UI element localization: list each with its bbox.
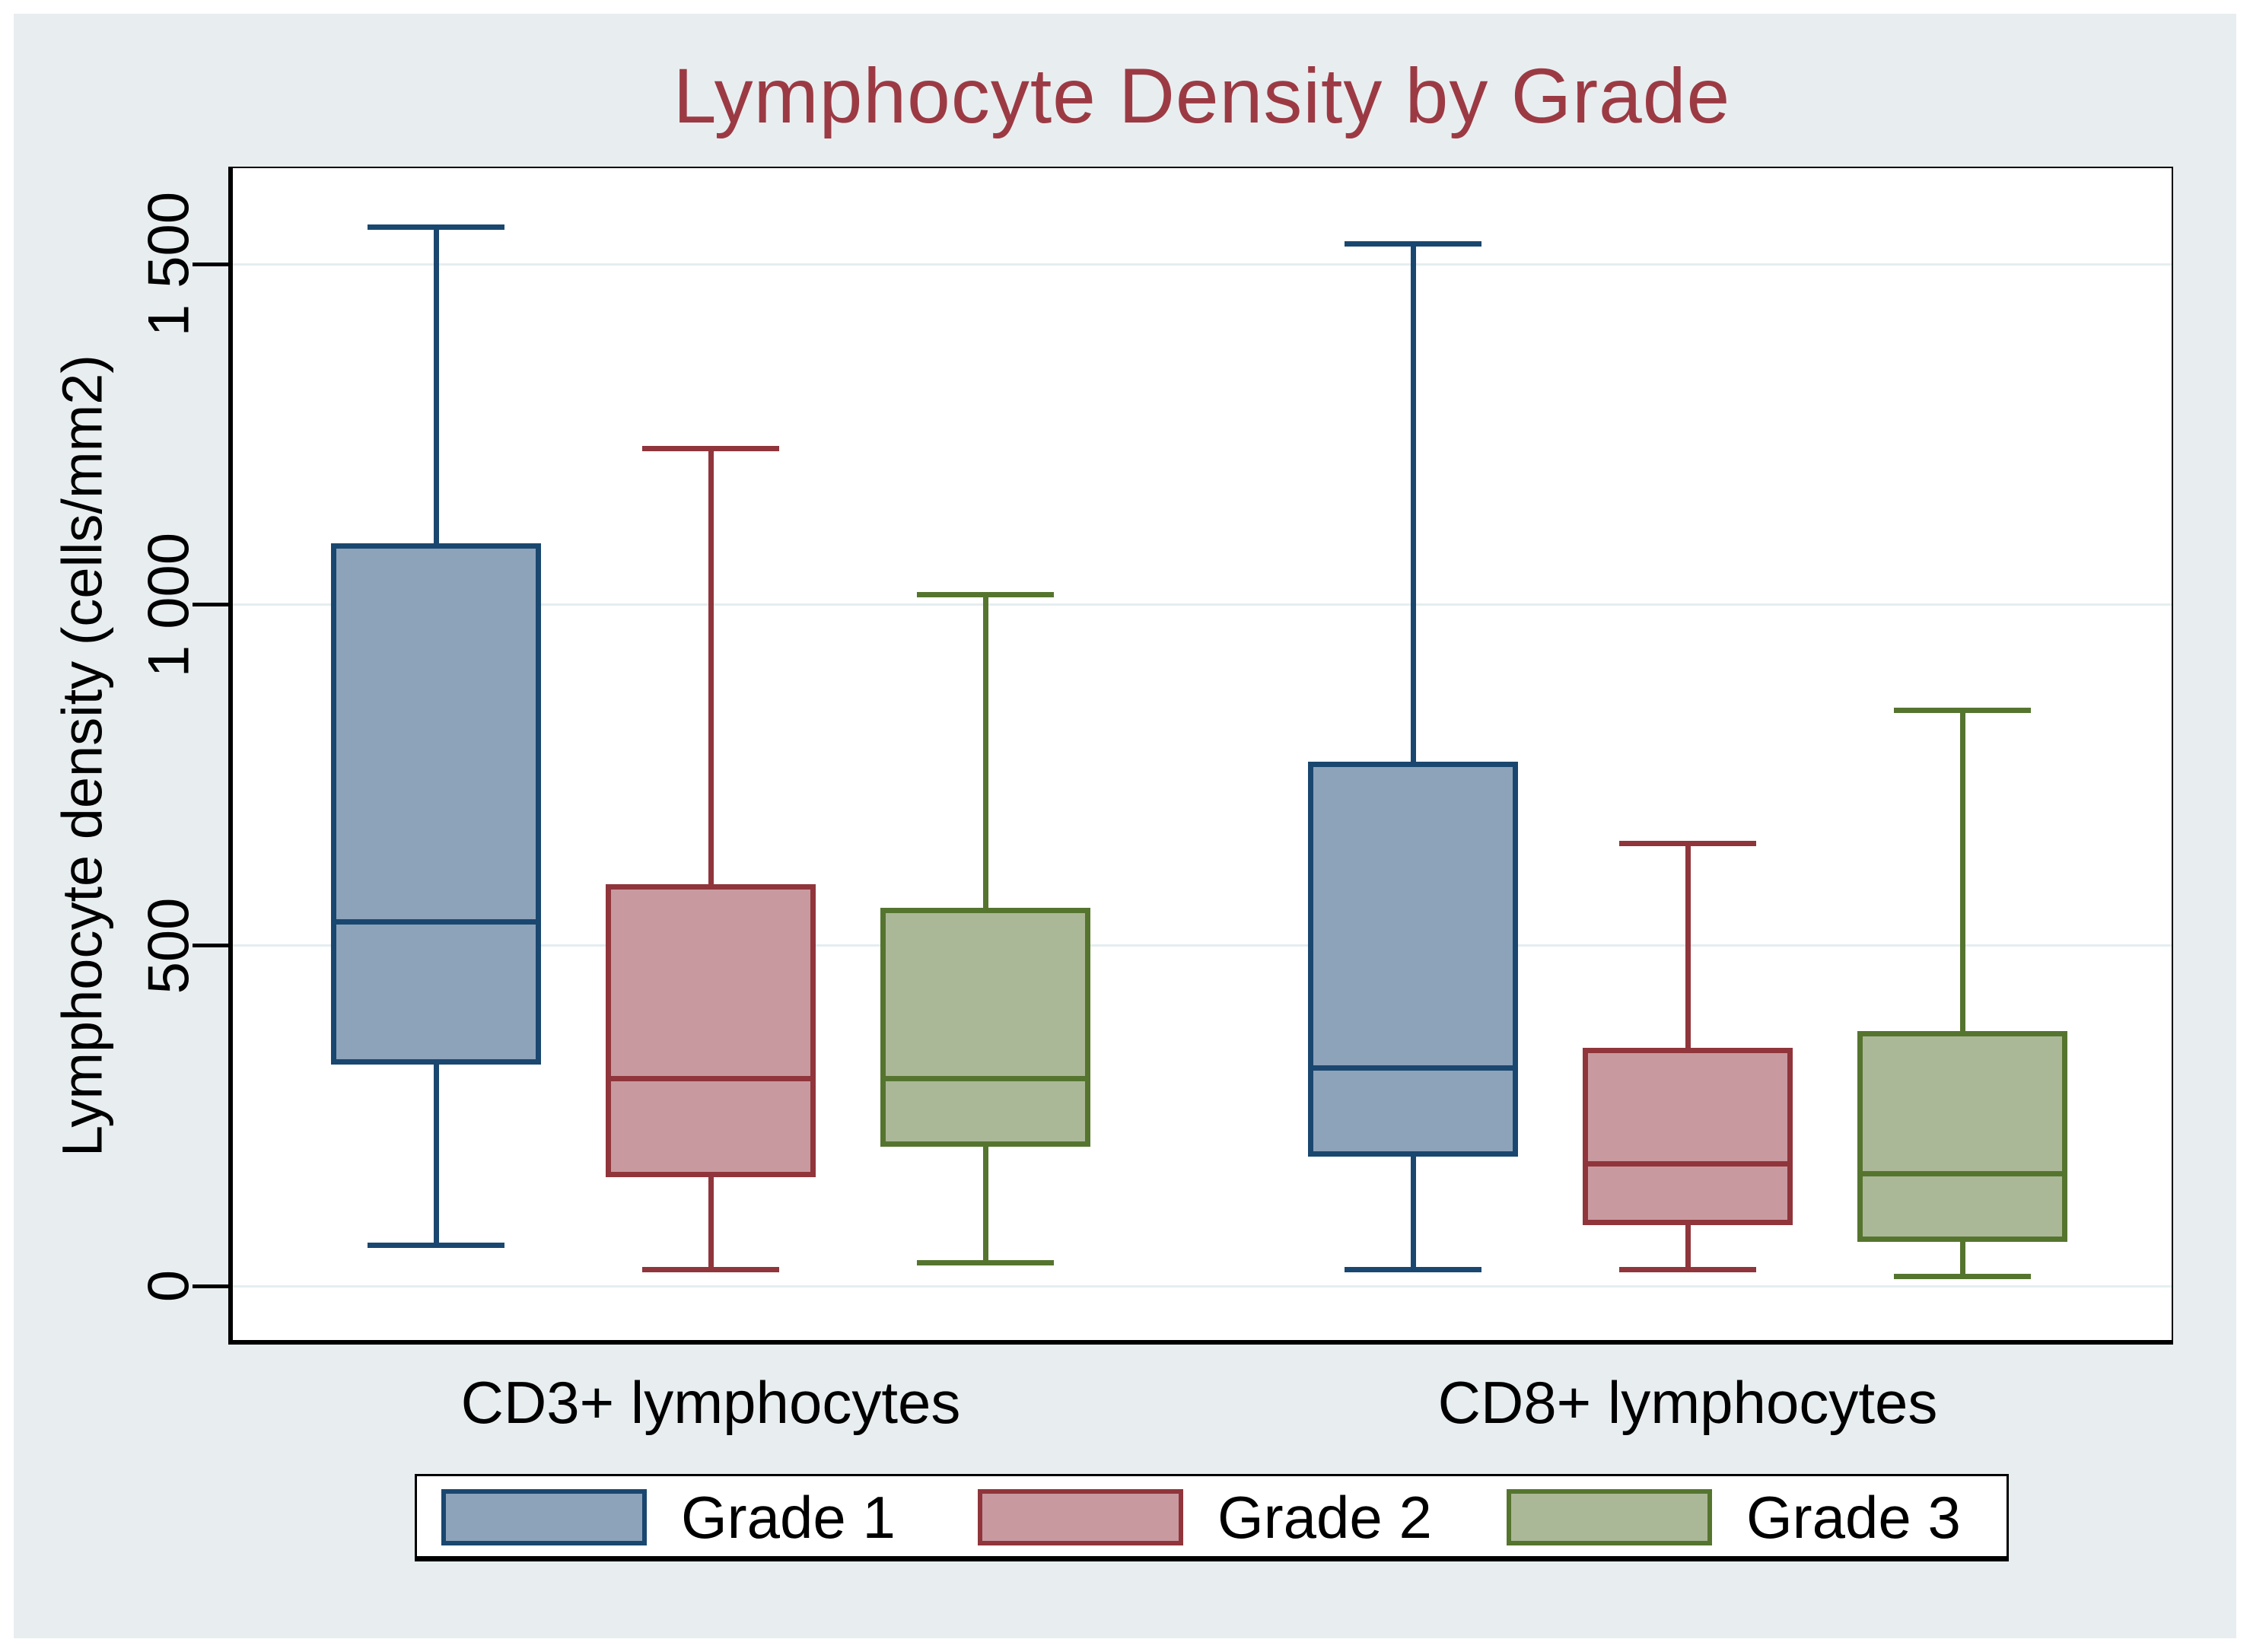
x-axis-label-cd3: CD3+ lymphocytes <box>460 1369 961 1436</box>
legend <box>415 1474 2009 1561</box>
legend-label-grade-3: Grade 3 <box>1746 1484 1961 1551</box>
y-tick-label-1000: 1 000 <box>136 532 202 678</box>
y-tick-1000 <box>193 603 228 607</box>
legend-swatch-grade-3 <box>1507 1489 1712 1545</box>
whisker-cap-low-grade1-cd8 <box>1345 1266 1481 1272</box>
legend-label-grade-2: Grade 2 <box>1217 1484 1432 1551</box>
gridline-500 <box>233 944 2172 947</box>
y-tick-label-1500: 1 500 <box>136 192 202 337</box>
whisker-upper-grade2-cd3 <box>708 448 714 885</box>
whisker-lower-grade2-cd3 <box>708 1177 714 1270</box>
x-axis-label-cd8: CD8+ lymphocytes <box>1437 1369 1938 1436</box>
plot-area <box>228 167 2173 1345</box>
box-grade2-cd3 <box>606 884 816 1178</box>
whisker-cap-low-grade3-cd8 <box>1894 1273 2031 1279</box>
whisker-cap-high-grade3-cd8 <box>1894 708 2031 714</box>
whisker-cap-low-grade2-cd8 <box>1619 1266 1756 1272</box>
whisker-lower-grade3-cd8 <box>1959 1242 1965 1277</box>
y-tick-500 <box>193 944 228 948</box>
whisker-upper-grade3-cd3 <box>982 594 988 909</box>
legend-label-grade-1: Grade 1 <box>681 1484 896 1551</box>
median-grade3-cd8 <box>1857 1171 2067 1177</box>
y-tick-1500 <box>193 262 228 266</box>
whisker-lower-grade1-cd3 <box>433 1065 439 1246</box>
chart-title: Lymphocyte Density by Grade <box>673 53 1731 139</box>
gridline-0 <box>233 1284 2172 1288</box>
legend-swatch-grade-1 <box>441 1489 647 1545</box>
box-grade3-cd3 <box>880 908 1090 1147</box>
y-tick-label-500: 500 <box>136 897 202 995</box>
whisker-lower-grade1-cd8 <box>1410 1157 1416 1270</box>
whisker-cap-low-grade2-cd3 <box>642 1266 779 1272</box>
whisker-upper-grade1-cd3 <box>433 227 439 544</box>
box-grade3-cd8 <box>1857 1030 2067 1243</box>
box-grade1-cd8 <box>1308 761 1518 1157</box>
y-tick-label-0: 0 <box>136 1270 202 1303</box>
median-grade2-cd8 <box>1583 1160 1793 1167</box>
y-axis-title: Lymphocyte density (cells/mm2) <box>50 354 114 1157</box>
whisker-lower-grade3-cd3 <box>982 1146 988 1263</box>
whisker-cap-low-grade3-cd3 <box>917 1259 1054 1265</box>
box-grade1-cd3 <box>331 543 541 1065</box>
whisker-cap-high-grade1-cd8 <box>1345 240 1481 247</box>
gridline-1000 <box>233 603 2172 606</box>
whisker-cap-high-grade3-cd3 <box>917 592 1054 598</box>
median-grade1-cd8 <box>1308 1065 1518 1071</box>
legend-swatch-grade-2 <box>978 1489 1183 1545</box>
median-grade1-cd3 <box>331 918 541 925</box>
whisker-lower-grade2-cd8 <box>1685 1224 1691 1270</box>
whisker-upper-grade2-cd8 <box>1685 843 1691 1049</box>
median-grade3-cd3 <box>880 1075 1090 1081</box>
whisker-upper-grade3-cd8 <box>1959 710 1965 1031</box>
whisker-cap-high-grade2-cd3 <box>642 445 779 451</box>
whisker-cap-high-grade2-cd8 <box>1619 840 1756 846</box>
gridline-1500 <box>233 263 2172 266</box>
y-tick-0 <box>193 1284 228 1288</box>
box-grade2-cd8 <box>1583 1048 1793 1225</box>
whisker-upper-grade1-cd8 <box>1410 244 1416 762</box>
whisker-cap-low-grade1-cd3 <box>368 1243 504 1249</box>
whisker-cap-high-grade1-cd3 <box>368 224 504 230</box>
median-grade2-cd3 <box>606 1075 816 1081</box>
